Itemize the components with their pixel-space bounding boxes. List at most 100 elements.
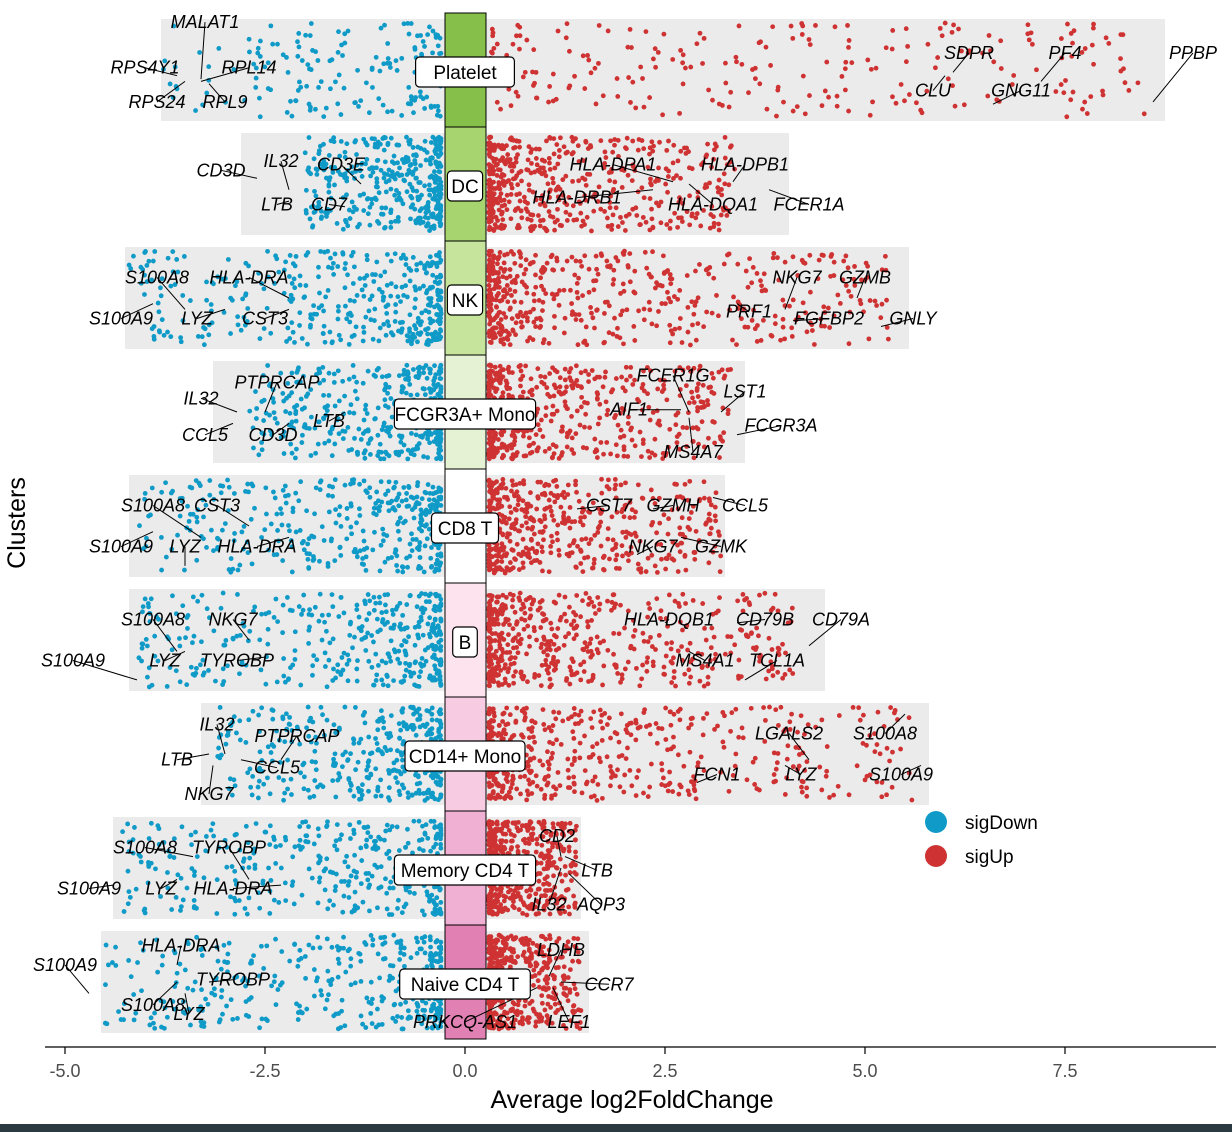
point-sigdown (335, 50, 341, 55)
point-sigdown (363, 428, 368, 434)
point-sigdown (370, 547, 376, 553)
point-sigup (527, 606, 533, 612)
point-sigup (488, 181, 494, 187)
point-sigdown (170, 269, 176, 275)
point-sigdown (360, 528, 366, 534)
point-sigdown (308, 21, 314, 26)
point-sigup (655, 282, 661, 288)
point-sigup (656, 165, 661, 171)
point-sigup (612, 179, 618, 185)
point-sigup (1106, 40, 1112, 46)
point-sigup (515, 650, 521, 656)
point-sigup (561, 330, 567, 336)
point-sigup (561, 287, 567, 293)
point-sigup (735, 598, 741, 604)
point-sigdown (385, 405, 391, 410)
point-sigdown (243, 489, 248, 494)
point-sigup (668, 646, 674, 652)
point-sigup (551, 517, 557, 523)
point-sigup (517, 598, 523, 603)
point-sigdown (333, 520, 339, 526)
point-sigdown (187, 298, 193, 303)
point-sigup (709, 204, 715, 209)
point-sigup (558, 614, 564, 620)
point-sigdown (359, 161, 364, 167)
point-sigdown (185, 503, 190, 509)
point-sigdown (180, 603, 186, 609)
point-sigup (500, 390, 506, 396)
point-sigdown (408, 21, 414, 26)
point-sigdown (418, 94, 423, 99)
point-sigup (497, 369, 503, 374)
point-sigup (486, 652, 492, 658)
point-sigup (621, 341, 626, 347)
point-sigup (736, 657, 742, 663)
point-sigup (654, 569, 660, 575)
point-sigup (665, 268, 671, 273)
point-sigdown (419, 510, 425, 516)
point-sigup (508, 181, 514, 187)
point-sigup (620, 281, 626, 287)
point-sigup (489, 193, 495, 199)
point-sigdown (183, 635, 188, 641)
point-sigdown (287, 410, 293, 416)
point-sigdown (259, 399, 265, 404)
point-sigdown (415, 33, 420, 39)
point-sigup (505, 337, 511, 342)
point-sigdown (342, 149, 348, 155)
point-sigup (535, 541, 541, 547)
point-sigdown (398, 727, 404, 733)
point-sigdown (149, 277, 155, 283)
point-sigup (538, 625, 544, 630)
point-sigup (551, 654, 557, 660)
point-sigup (655, 50, 661, 55)
point-sigup (488, 363, 494, 369)
point-sigdown (152, 249, 158, 254)
point-sigup (811, 342, 817, 347)
point-sigup (677, 316, 683, 321)
point-sigup (883, 267, 889, 273)
point-sigup (549, 682, 554, 688)
point-sigup (531, 47, 537, 53)
point-sigdown (221, 679, 227, 684)
point-sigdown (195, 598, 201, 604)
point-sigup (763, 676, 769, 682)
point-sigdown (175, 269, 181, 275)
point-sigup (493, 386, 499, 392)
point-sigdown (390, 505, 396, 510)
point-sigdown (232, 531, 237, 536)
point-sigdown (292, 648, 298, 654)
point-sigup (596, 60, 601, 66)
point-sigdown (325, 403, 331, 409)
point-sigdown (292, 629, 298, 635)
point-sigdown (362, 407, 368, 412)
point-sigup (842, 66, 848, 72)
point-sigup (665, 174, 671, 179)
point-sigdown (354, 379, 360, 385)
point-sigup (546, 99, 551, 105)
point-sigup (721, 430, 727, 436)
point-sigup (1084, 111, 1090, 116)
point-sigup (544, 138, 549, 144)
point-sigup (494, 490, 500, 496)
point-sigdown (383, 602, 388, 608)
point-sigup (524, 37, 530, 43)
point-sigup (706, 271, 712, 277)
point-sigdown (360, 380, 366, 386)
point-sigup (493, 430, 498, 436)
point-sigdown (409, 341, 414, 347)
point-sigdown (414, 545, 420, 551)
point-sigup (525, 623, 531, 629)
point-sigup (772, 591, 778, 597)
point-sigup (554, 408, 560, 414)
point-sigdown (375, 432, 381, 438)
point-sigdown (297, 323, 302, 328)
point-sigup (496, 374, 502, 380)
point-sigup (603, 369, 608, 375)
point-sigdown (381, 147, 387, 153)
point-sigup (487, 164, 493, 170)
point-sigup (624, 307, 630, 313)
point-sigup (495, 437, 501, 442)
point-sigdown (435, 103, 441, 109)
point-sigup (505, 152, 511, 157)
